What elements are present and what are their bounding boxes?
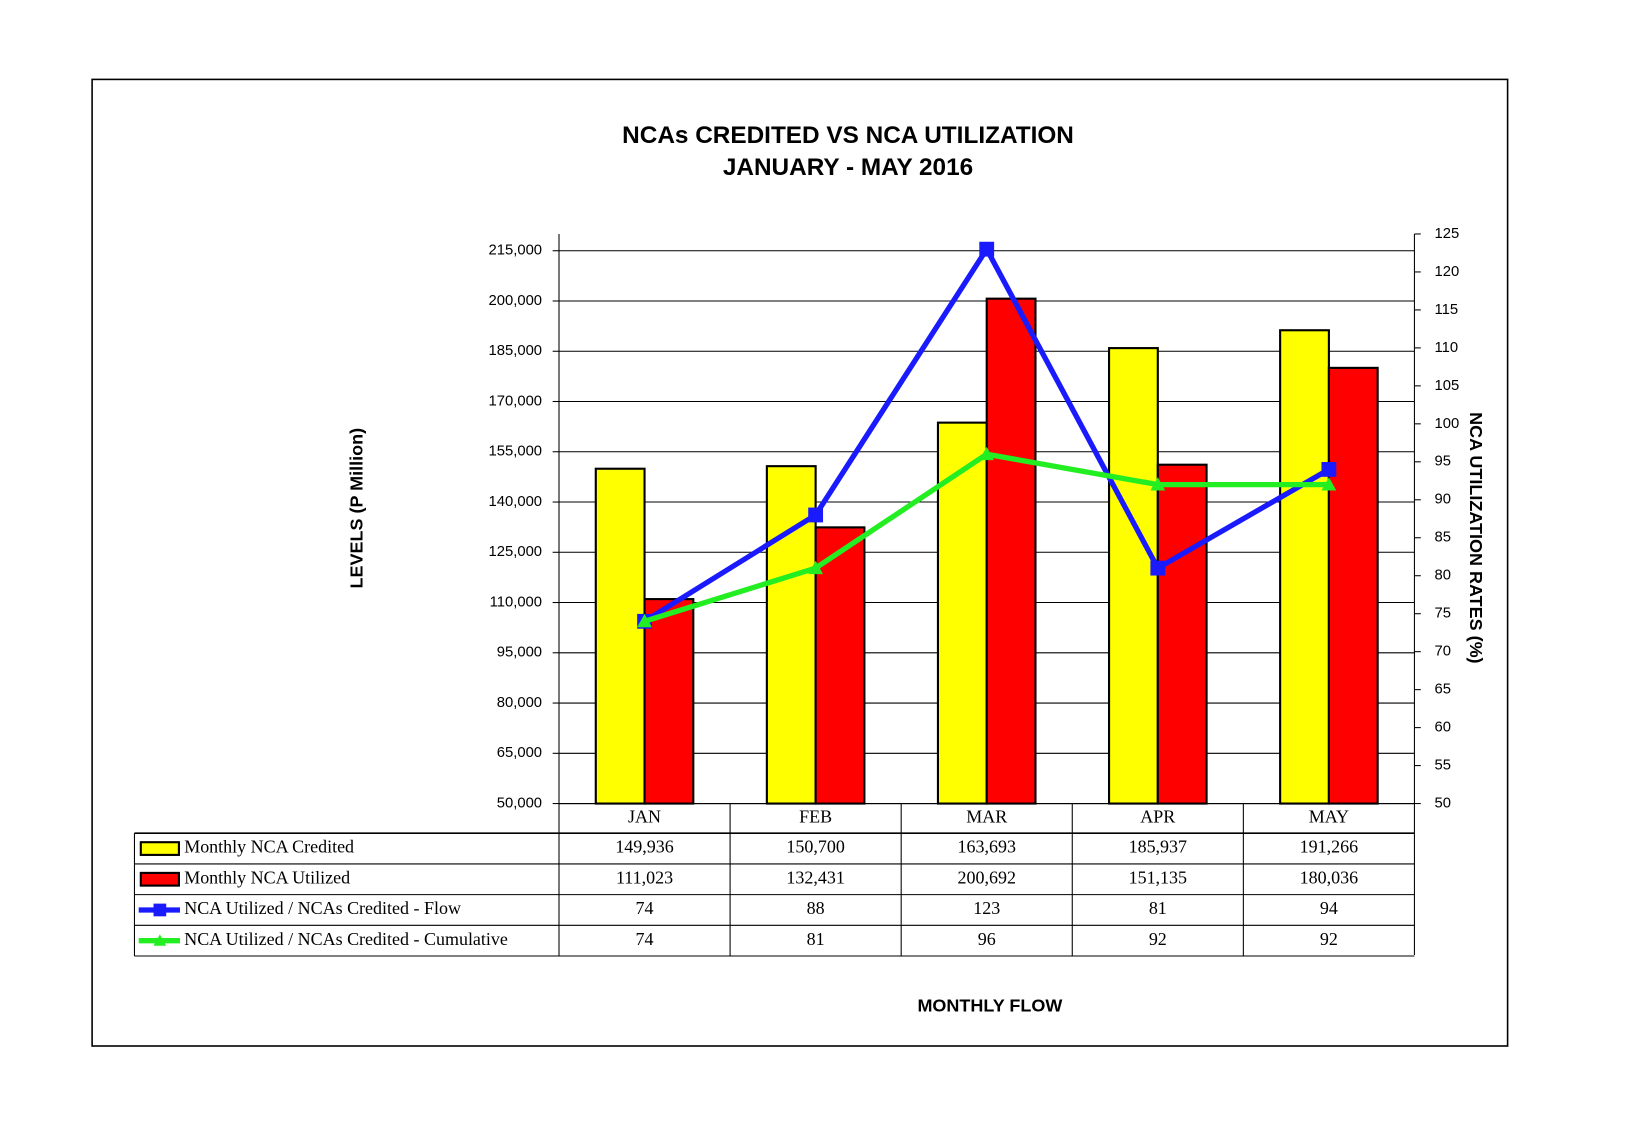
y2-axis-title: NCA UTILIZATION RATES (%) — [1466, 412, 1486, 663]
chart-subtitle: JANUARY - MAY 2016 — [723, 154, 973, 181]
y2-tick-label: 85 — [1435, 530, 1451, 546]
x-tick-label: MAY — [1309, 807, 1349, 827]
chart-title: NCAs CREDITED VS NCA UTILIZATION — [622, 122, 1074, 149]
table-value: 163,693 — [957, 837, 1015, 857]
legend-marker — [153, 934, 167, 946]
bar — [643, 598, 695, 805]
table-value: 74 — [636, 898, 654, 918]
y2-tick-label: 100 — [1435, 416, 1460, 432]
y2-tick-label: 125 — [1435, 226, 1460, 242]
legend-label: Monthly NCA Credited — [184, 837, 354, 857]
y-tick-label: 140,000 — [489, 494, 543, 510]
bar — [1279, 329, 1330, 805]
table-value: 92 — [1320, 929, 1338, 949]
y2-tick-label: 75 — [1435, 606, 1451, 622]
legend-marker — [153, 903, 167, 917]
bar — [985, 297, 1037, 805]
table-value: 123 — [973, 898, 1000, 918]
y-axis-title: LEVELS (P Million) — [347, 428, 367, 589]
table-value: 74 — [636, 929, 654, 949]
chart-border — [91, 78, 1509, 1047]
x-tick-label: JAN — [628, 807, 661, 827]
y2-tick-label: 80 — [1435, 568, 1451, 584]
x-tick-label: APR — [1140, 807, 1175, 827]
y-tick-label: 125,000 — [489, 544, 543, 560]
y-tick-label: 215,000 — [489, 243, 543, 259]
bar — [594, 467, 646, 805]
table-value: 94 — [1320, 898, 1338, 918]
table-value: 96 — [978, 929, 996, 949]
y-tick-label: 80,000 — [497, 695, 542, 711]
line-marker — [979, 446, 995, 461]
legend-label: NCA Utilized / NCAs Credited - Flow — [184, 898, 461, 918]
bar — [1156, 463, 1208, 805]
bar — [1327, 366, 1379, 805]
table-value: 151,135 — [1129, 867, 1187, 887]
y-tick-label: 200,000 — [489, 293, 543, 309]
line-marker — [1150, 560, 1166, 576]
bar — [1107, 347, 1159, 805]
line-marker — [808, 560, 824, 575]
bar — [814, 526, 866, 805]
table-value: 92 — [1149, 929, 1167, 949]
line-marker — [979, 241, 995, 257]
y2-tick-label: 90 — [1435, 492, 1451, 508]
line-marker — [808, 507, 824, 523]
legend-label: NCA Utilized / NCAs Credited - Cumulativ… — [184, 929, 508, 949]
y2-tick-label: 110 — [1435, 340, 1459, 356]
table-value: 149,936 — [615, 837, 673, 857]
y-tick-label: 170,000 — [489, 393, 543, 409]
table-value: 191,266 — [1300, 837, 1358, 857]
table-value: 200,692 — [957, 867, 1015, 887]
table-value: 81 — [1149, 898, 1167, 918]
table-value: 88 — [807, 898, 825, 918]
y2-tick-label: 95 — [1435, 454, 1451, 470]
y-tick-label: 50,000 — [497, 795, 542, 811]
x-axis-title: MONTHLY FLOW — [917, 996, 1062, 1016]
y2-tick-label: 70 — [1435, 644, 1451, 660]
y2-tick-label: 60 — [1435, 720, 1451, 736]
table-value: 150,700 — [786, 837, 844, 857]
y-tick-label: 185,000 — [489, 343, 543, 359]
y2-tick-label: 120 — [1435, 264, 1460, 280]
legend-key — [139, 841, 180, 856]
legend-key — [139, 871, 180, 887]
line-marker — [1321, 461, 1337, 477]
table-value: 132,431 — [786, 867, 844, 887]
table-value: 180,036 — [1300, 867, 1358, 887]
table-value: 81 — [807, 929, 825, 949]
y2-tick-label: 50 — [1435, 795, 1451, 811]
y-tick-label: 65,000 — [497, 745, 542, 761]
y-tick-label: 155,000 — [489, 444, 543, 460]
y-tick-label: 95,000 — [497, 645, 542, 661]
y-tick-label: 110,000 — [490, 594, 542, 610]
y2-tick-label: 55 — [1435, 758, 1451, 774]
table-value: 111,023 — [616, 867, 673, 887]
x-tick-label: FEB — [799, 807, 832, 827]
x-tick-label: MAR — [966, 807, 1007, 827]
legend-label: Monthly NCA Utilized — [184, 867, 350, 887]
y2-tick-label: 65 — [1435, 682, 1451, 698]
line-marker — [1321, 477, 1337, 491]
line-marker — [1150, 477, 1166, 491]
table-value: 185,937 — [1129, 837, 1187, 857]
y2-tick-label: 115 — [1435, 302, 1459, 318]
y2-tick-label: 105 — [1435, 378, 1460, 394]
line-marker — [637, 613, 652, 628]
